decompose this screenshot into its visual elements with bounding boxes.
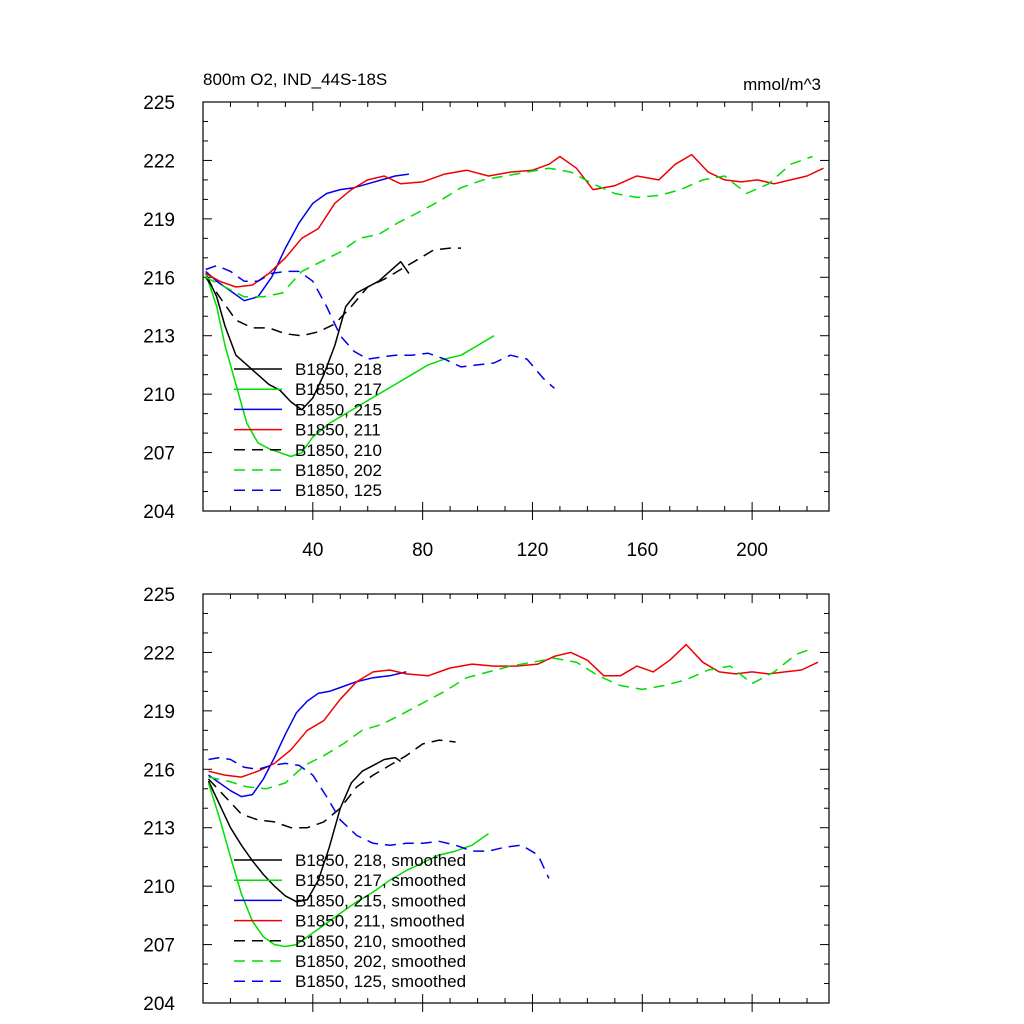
- series-line-7: [205, 264, 555, 389]
- series-line-2: [207, 782, 489, 948]
- plot-frame: [202, 593, 830, 1004]
- x-tick-label: 120: [517, 540, 549, 561]
- y-tick-label: 216: [143, 760, 175, 781]
- plot-frame: [202, 101, 830, 512]
- x-tick-label: 160: [626, 540, 658, 561]
- x-tick-label: 200: [736, 540, 768, 561]
- y-tick-label: 222: [143, 643, 175, 664]
- y-tick-label: 225: [143, 585, 175, 606]
- chart-units: mmol/m^3: [743, 75, 821, 94]
- chart-panel-2: 204 207 210 213 216 219 222 225 B1850, 218, smoo…: [143, 585, 830, 1015]
- series-line-1: [207, 756, 402, 903]
- x-tick-label: 80: [412, 540, 433, 561]
- series-line-6: [208, 647, 813, 790]
- y-tick-label: 207: [143, 444, 175, 465]
- legend-label: B1850, 210: [295, 441, 382, 460]
- series-line-6: [205, 155, 813, 298]
- x-tick-label: 40: [302, 540, 323, 561]
- series-line-2: [204, 273, 495, 458]
- legend-label: B1850, 125, smoothed: [295, 972, 466, 991]
- y-tick-label: 204: [143, 502, 175, 523]
- legend-label: B1850, 218: [295, 360, 382, 379]
- y-tick-label: 222: [143, 151, 175, 172]
- series-line-3: [205, 173, 410, 302]
- series-line-7: [208, 756, 550, 879]
- y-tick-label: 210: [143, 877, 175, 898]
- legend-label: B1850, 217, smoothed: [295, 871, 466, 890]
- legend-label: B1850, 217: [295, 380, 382, 399]
- legend-label: B1850, 202: [295, 461, 382, 480]
- y-tick-label: 210: [143, 385, 175, 406]
- series-line-5: [205, 247, 462, 337]
- chart-panel-1: 204 207 210 213 216 219 222 225 40 80 120 160 200 800…: [143, 70, 830, 561]
- series-line-4: [208, 643, 819, 778]
- y-tick-label: 219: [143, 210, 175, 231]
- legend-label: B1850, 218, smoothed: [295, 851, 466, 870]
- legend-label: B1850, 215: [295, 400, 382, 419]
- legend-label: B1850, 125: [295, 481, 382, 500]
- legend-label: B1850, 210, smoothed: [295, 932, 466, 951]
- series-line-4: [205, 153, 824, 288]
- y-tick-label: 225: [143, 93, 175, 114]
- y-tick-label: 216: [143, 268, 175, 289]
- y-tick-label: 213: [143, 819, 175, 840]
- series-line-3: [208, 671, 407, 798]
- y-tick-label: 207: [143, 936, 175, 957]
- legend-label: B1850, 211, smoothed: [295, 912, 465, 931]
- legend-label: B1850, 202, smoothed: [295, 952, 466, 971]
- legend-label: B1850, 215, smoothed: [295, 891, 466, 910]
- y-tick-label: 219: [143, 702, 175, 723]
- y-tick-label: 204: [143, 994, 175, 1015]
- chart-title: 800m O2, IND_44S-18S: [203, 70, 387, 89]
- series-line-5: [207, 739, 456, 829]
- y-tick-label: 213: [143, 327, 175, 348]
- legend-label: B1850, 211: [295, 421, 381, 440]
